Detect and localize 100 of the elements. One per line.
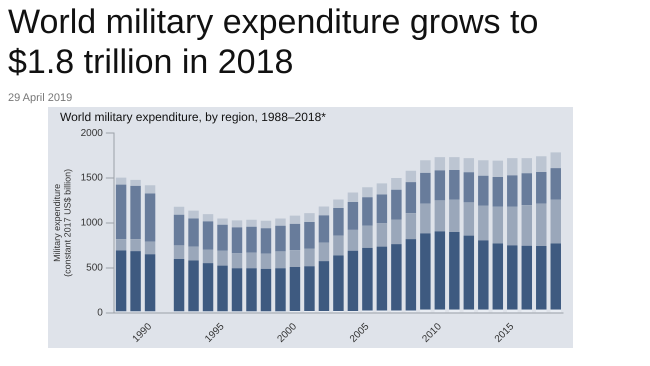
bar (449, 232, 460, 310)
bar (174, 214, 184, 246)
bar (260, 228, 272, 254)
bar (464, 202, 474, 236)
y-tick-label: 1000 (80, 218, 104, 229)
bar (391, 190, 402, 220)
bar (116, 250, 126, 312)
bar (130, 239, 141, 252)
bar (333, 208, 344, 236)
bar (478, 160, 489, 176)
bar (304, 213, 315, 222)
bar (464, 158, 474, 172)
bar (391, 178, 402, 190)
bar (406, 213, 416, 240)
bar (318, 261, 330, 311)
bar (434, 157, 446, 170)
bar (507, 310, 518, 312)
bar (130, 186, 141, 240)
bar (275, 251, 286, 268)
bar (188, 218, 199, 247)
bar (275, 226, 286, 252)
bar (507, 158, 518, 176)
text: 29 April 2019 (8, 92, 74, 104)
bar (550, 243, 561, 310)
bar (290, 224, 300, 250)
bar (246, 268, 257, 312)
y-tick-label: 2000 (80, 128, 104, 139)
bar (144, 242, 156, 254)
bar (420, 172, 431, 204)
bar (304, 266, 315, 311)
y-axis-title: Military expenditure (constant 2017 US$ billion) (52, 168, 73, 277)
bar (376, 194, 388, 224)
bar (522, 205, 532, 246)
bar (174, 206, 184, 215)
bar (406, 170, 416, 182)
bar (507, 206, 518, 246)
bar (348, 250, 358, 311)
bar (492, 206, 504, 244)
bar (174, 259, 184, 312)
bar (290, 266, 300, 311)
bar (348, 192, 358, 202)
bar (130, 251, 141, 312)
bar (144, 185, 156, 194)
bar (232, 220, 242, 228)
bar (174, 245, 184, 260)
bar (550, 152, 561, 168)
y-tick-label: 0 (97, 308, 104, 319)
bar (420, 310, 431, 312)
bar (202, 263, 214, 312)
bar (376, 223, 388, 247)
bar (522, 173, 532, 206)
y-tick-label: 500 (86, 262, 104, 274)
bar (116, 239, 126, 250)
bar (318, 242, 330, 262)
bar (550, 310, 561, 312)
bar (434, 231, 446, 310)
bar (464, 172, 474, 202)
bar (464, 236, 474, 310)
bar (260, 268, 272, 312)
bar (333, 236, 344, 256)
bar (391, 219, 402, 244)
bar (492, 177, 504, 207)
bar (232, 268, 242, 312)
bar (318, 215, 330, 243)
bar (536, 156, 546, 172)
bar (217, 266, 228, 312)
bar (536, 204, 546, 246)
bar (507, 175, 518, 206)
bar (348, 202, 358, 230)
bar (507, 245, 518, 310)
bar (304, 222, 315, 249)
bar (376, 183, 388, 194)
bar (348, 230, 358, 251)
bar (449, 170, 460, 200)
bar (434, 170, 446, 200)
bar (492, 243, 504, 310)
bar (536, 172, 546, 204)
bar (116, 178, 126, 185)
bar (246, 252, 257, 268)
bar (536, 246, 546, 310)
bar (290, 250, 300, 267)
bar (406, 239, 416, 311)
bar (304, 248, 315, 266)
bar (232, 227, 242, 254)
bar (188, 260, 199, 312)
bar (434, 310, 446, 312)
bar (130, 180, 141, 186)
bar (202, 250, 214, 264)
bar (318, 206, 330, 216)
bar (478, 176, 489, 206)
bar (420, 204, 431, 234)
bar (420, 233, 431, 310)
bar (478, 240, 489, 310)
bar (406, 182, 416, 214)
bar (246, 226, 257, 253)
bar (434, 200, 446, 232)
bar (217, 250, 228, 266)
bar (536, 310, 546, 312)
bar (522, 158, 532, 174)
bar (202, 221, 214, 250)
